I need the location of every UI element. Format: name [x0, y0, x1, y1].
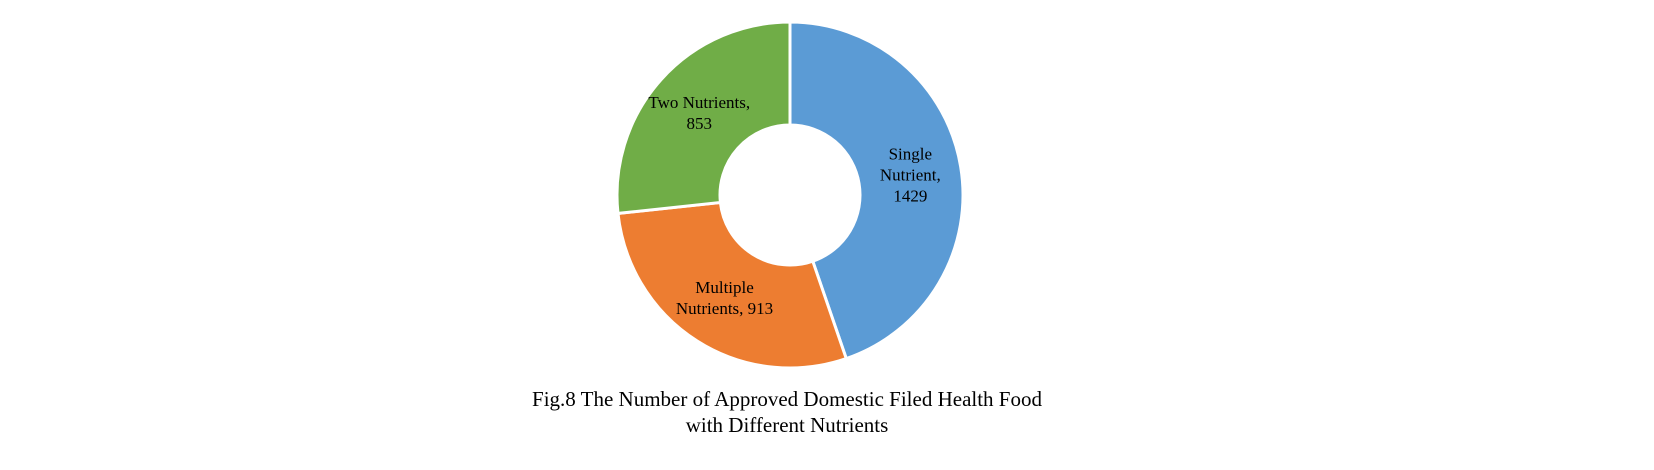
donut-slice	[616, 200, 849, 370]
data-label: Two Nutrients, 853	[648, 93, 751, 134]
data-label: Multiple Nutrients, 913	[675, 277, 774, 318]
donut-slice	[788, 20, 965, 361]
donut-slice	[615, 20, 792, 216]
data-label: Single Nutrient, 1429	[879, 144, 941, 206]
chart-title: Fig.8 The Number of Approved Domestic Fi…	[532, 387, 1042, 437]
